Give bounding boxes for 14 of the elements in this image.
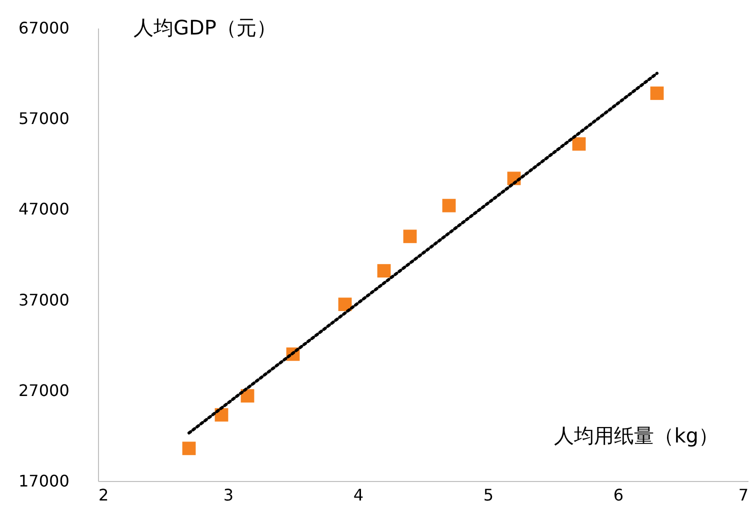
y-tick-label: 67000	[18, 18, 70, 38]
x-tick-label: 2	[98, 486, 109, 504]
y-tick-label: 47000	[18, 200, 70, 219]
x-tick-label: 3	[223, 486, 234, 504]
y-axis-title: 人均GDP（元）	[134, 16, 276, 40]
y-tick-label: 37000	[18, 290, 70, 310]
y-tick-label: 57000	[18, 109, 70, 128]
x-tick-label: 6	[613, 486, 624, 504]
x-tick-label: 7	[738, 486, 748, 504]
y-tick-label: 17000	[18, 472, 70, 490]
x-tick-label: 5	[483, 486, 494, 504]
y-tick-label: 27000	[18, 380, 70, 400]
x-tick-label: 4	[353, 486, 364, 504]
x-axis-title: 人均用纸量（kg）	[554, 424, 718, 448]
